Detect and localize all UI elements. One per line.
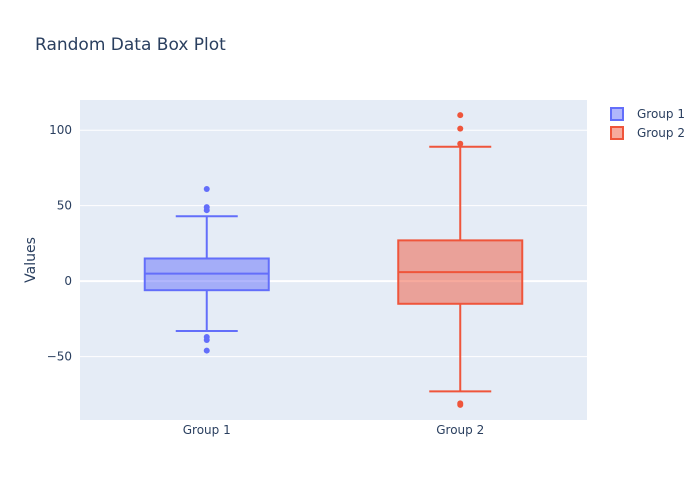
y-tick-label: 100 bbox=[49, 123, 72, 137]
legend-item[interactable]: Group 2 bbox=[610, 126, 685, 140]
chart-title: Random Data Box Plot bbox=[35, 35, 226, 55]
y-tick-label: 0 bbox=[64, 274, 72, 288]
outlier-point bbox=[203, 347, 210, 354]
legend-label: Group 2 bbox=[637, 126, 685, 140]
legend-swatch bbox=[610, 126, 624, 140]
box-trace bbox=[397, 112, 524, 408]
box-trace bbox=[143, 186, 270, 354]
y-axis-ticks: 100 50 0 −50 bbox=[47, 123, 72, 363]
legend-swatch bbox=[610, 107, 624, 121]
outlier-point bbox=[203, 186, 210, 193]
box-traces bbox=[143, 112, 524, 408]
x-axis-ticks: Group 1 Group 2 bbox=[183, 423, 484, 437]
outlier-point bbox=[457, 112, 464, 119]
outlier-point bbox=[457, 401, 464, 408]
legend: Group 1 Group 2 bbox=[610, 107, 685, 140]
x-tick-label: Group 2 bbox=[436, 423, 484, 437]
y-axis-title: Values bbox=[23, 237, 39, 283]
y-tick-label: 50 bbox=[57, 199, 72, 213]
outlier-point bbox=[203, 207, 210, 214]
outlier-point bbox=[203, 337, 210, 343]
x-tick-label: Group 1 bbox=[183, 423, 231, 437]
legend-item[interactable]: Group 1 bbox=[610, 107, 685, 121]
legend-label: Group 1 bbox=[637, 107, 685, 121]
outlier-point bbox=[457, 140, 464, 147]
y-tick-label: −50 bbox=[47, 350, 72, 364]
outlier-point bbox=[457, 125, 464, 132]
